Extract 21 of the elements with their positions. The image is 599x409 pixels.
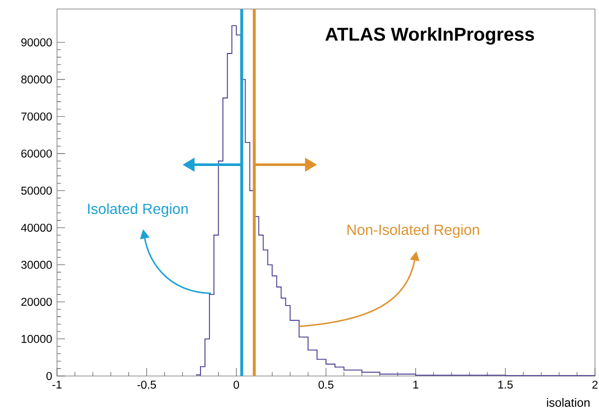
x-tick-label: 1 — [413, 380, 418, 388]
y-tick-label: 40000 — [21, 224, 52, 232]
annotation: Isolated Region — [88, 203, 188, 217]
x-tick-label: 0.5 — [318, 380, 334, 389]
x-tick-label: -0.5 — [137, 380, 156, 389]
annotation: Non-Isolated Region — [348, 224, 480, 238]
y-tick-label: 50000 — [21, 186, 52, 195]
y-tick-label: 80000 — [21, 75, 52, 84]
x-tick-label: -1 — [52, 380, 62, 388]
y-tick-label: 10000 — [22, 334, 52, 343]
x-tick-label: 0 — [234, 380, 240, 389]
y-tick-label: 90000 — [21, 38, 52, 46]
y-tick-label: 20000 — [21, 298, 52, 306]
x-tick-label: 1.5 — [498, 380, 513, 389]
y-tick-label: 0 — [46, 372, 52, 380]
x-axis-title: isolation — [547, 398, 590, 407]
y-tick-label: 70000 — [21, 112, 52, 121]
y-tick-label: 60000 — [21, 150, 52, 158]
x-tick-label: 2 — [592, 380, 598, 389]
text: ATLAS WorkInProgress — [325, 27, 534, 45]
y-tick-label: 30000 — [21, 260, 52, 269]
